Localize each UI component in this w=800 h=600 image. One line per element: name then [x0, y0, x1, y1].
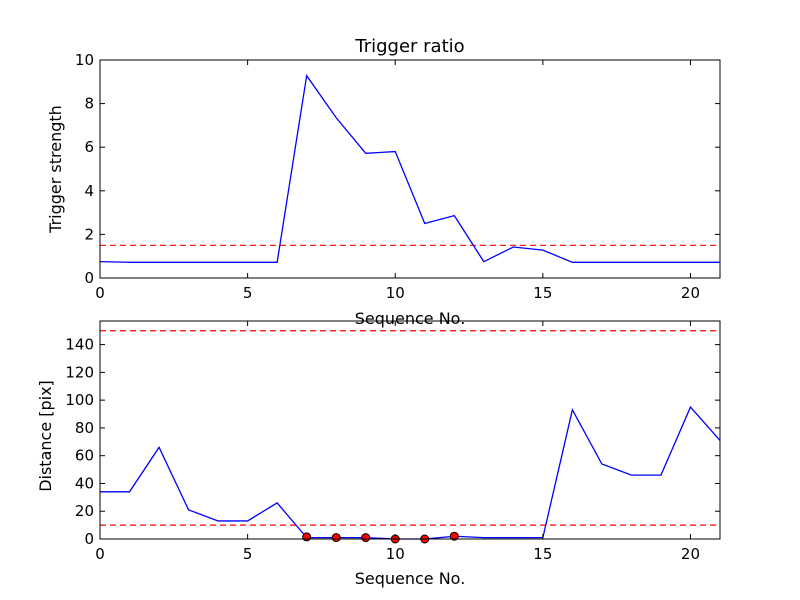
top-y-axis-label: Trigger strength: [46, 105, 65, 234]
bottom-y-tick-label-1: 20: [75, 502, 94, 520]
bottom-y-tick-label-6: 120: [65, 363, 94, 381]
top-x-tick-label-0: 0: [95, 284, 105, 302]
top-y-tick-label-3: 6: [84, 138, 94, 156]
bottom-x-tick-label-4: 20: [681, 545, 700, 563]
top-axes-frame: [99, 59, 721, 279]
top-y-tick-label-1: 2: [84, 225, 94, 243]
top-y-tick-label-0: 0: [84, 269, 94, 287]
bottom-marker-1: [331, 533, 341, 543]
top-x-axis-label: Sequence No.: [355, 309, 466, 328]
bottom-y-tick-label-5: 100: [65, 391, 94, 409]
bottom-y-tick-label-2: 40: [75, 474, 94, 492]
top-axes: Trigger ratio Sequence No. Trigger stren…: [46, 36, 721, 328]
bottom-marker-0: [302, 532, 312, 542]
top-y-tick-label-2: 4: [84, 182, 94, 200]
top-x-tick-label-2: 10: [386, 284, 405, 302]
top-x-tick-label-1: 5: [243, 284, 253, 302]
bottom-series-line-0: [100, 405, 721, 540]
bottom-x-tick-label-2: 10: [386, 545, 405, 563]
bottom-x-tick-label-1: 5: [243, 545, 253, 563]
top-y-tick-label-5: 10: [75, 51, 94, 69]
top-y-tick-label-4: 8: [84, 95, 94, 113]
bottom-y-tick-label-7: 140: [65, 336, 94, 354]
bottom-y-tick-label-3: 60: [75, 447, 94, 465]
bottom-marker-5: [449, 531, 459, 541]
top-series-line-0: [99, 74, 720, 263]
bottom-x-tick-label-3: 15: [533, 545, 552, 563]
bottom-y-axis-label: Distance [pix]: [36, 380, 55, 492]
top-x-tick-label-3: 15: [533, 284, 552, 302]
bottom-axes-frame: [99, 320, 721, 540]
bottom-y-tick-label-4: 80: [75, 419, 94, 437]
bottom-y-tick-label-0: 0: [84, 530, 94, 548]
top-x-tick-label-4: 20: [681, 284, 700, 302]
bottom-marker-2: [361, 533, 371, 543]
bottom-axes: Sequence No. Distance [pix] 0 5 10 15 20 0 20 4…: [36, 320, 721, 588]
bottom-x-axis-label: Sequence No.: [355, 569, 466, 588]
top-chart-title: Trigger ratio: [354, 36, 464, 57]
bottom-x-tick-label-0: 0: [95, 545, 105, 563]
